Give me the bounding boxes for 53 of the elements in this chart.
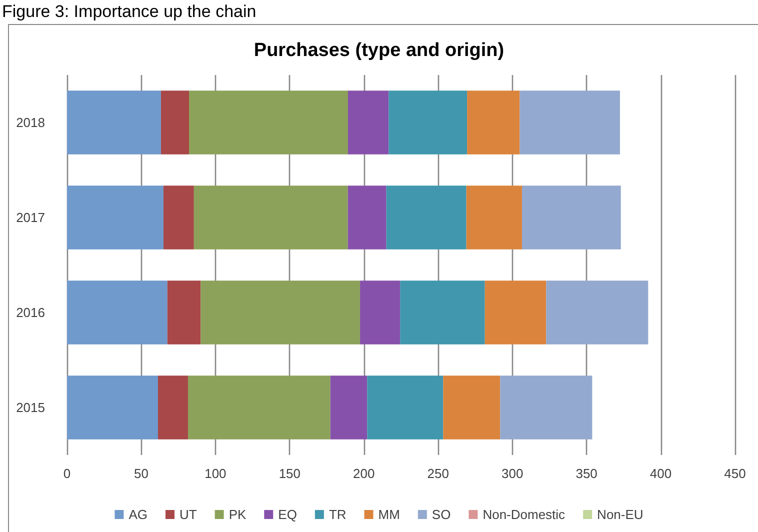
legend-label: EQ xyxy=(278,507,297,522)
bar xyxy=(67,186,164,250)
x-tick-label: 250 xyxy=(427,466,449,481)
bar xyxy=(367,376,444,440)
bar xyxy=(522,186,621,250)
x-tick-label: 400 xyxy=(650,466,672,481)
bar xyxy=(388,90,468,154)
bar xyxy=(167,280,201,344)
x-tick-label: 100 xyxy=(204,466,226,481)
x-tick-label: 0 xyxy=(63,466,71,481)
x-tick-label: 200 xyxy=(353,466,375,481)
bar xyxy=(348,186,386,250)
x-tick-label: 350 xyxy=(576,466,598,481)
bar xyxy=(330,376,368,440)
legend-label: UT xyxy=(179,507,197,522)
bar xyxy=(467,90,520,154)
legend-label: Non-Domestic xyxy=(482,507,566,522)
bar xyxy=(67,90,161,154)
bar xyxy=(484,280,546,344)
y-tick-label: 2017 xyxy=(16,210,45,225)
x-tick-label: 300 xyxy=(501,466,524,481)
chart-title: Purchases (type and origin) xyxy=(254,40,504,61)
legend-label: MM xyxy=(378,507,400,522)
bar xyxy=(158,376,188,440)
bar xyxy=(386,186,466,250)
y-tick-label: 2018 xyxy=(16,115,45,130)
legend-label: AG xyxy=(128,507,148,522)
bar xyxy=(67,280,168,344)
legend-label: PK xyxy=(228,507,246,522)
legend-label: TR xyxy=(328,507,346,522)
legend-label: SO xyxy=(432,507,451,522)
caption: Figure 3: Importance up the chain xyxy=(2,2,256,21)
x-tick-label: 50 xyxy=(134,466,148,481)
bar xyxy=(194,186,348,250)
bar xyxy=(500,376,592,440)
bar xyxy=(466,186,522,250)
y-tick-label: 2016 xyxy=(16,305,45,320)
x-tick-label: 450 xyxy=(724,466,746,481)
bar xyxy=(546,280,648,344)
bar xyxy=(443,376,500,440)
bar xyxy=(67,376,158,440)
bar xyxy=(520,90,620,154)
bar xyxy=(200,280,360,344)
x-tick-label: 150 xyxy=(278,466,301,481)
bar xyxy=(189,90,348,154)
bar xyxy=(163,186,194,250)
legend-label: Non-EU xyxy=(597,507,644,522)
y-tick-label: 2015 xyxy=(16,400,45,415)
bar xyxy=(160,90,190,154)
bar xyxy=(360,280,400,344)
bar xyxy=(400,280,485,344)
bar xyxy=(348,90,389,154)
bar xyxy=(188,376,330,440)
